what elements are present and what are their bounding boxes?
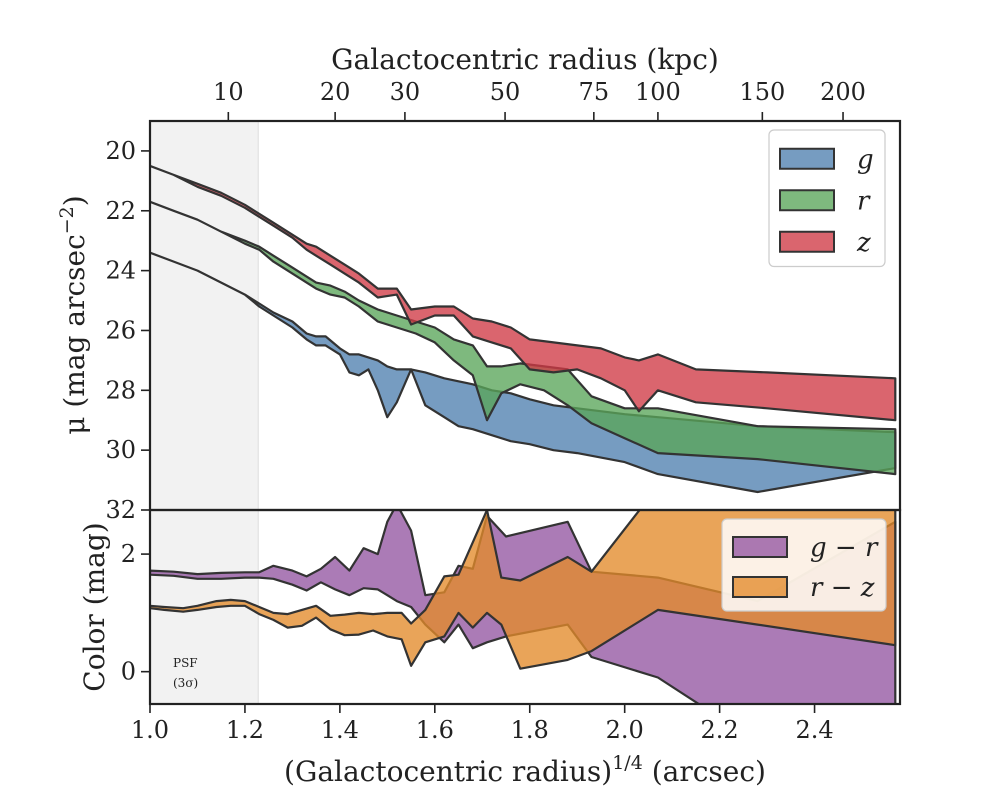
bottom-x-axis-label: (Galactocentric radius)1/4 (arcsec) (284, 752, 766, 788)
top-ytick-label: 28 (105, 376, 136, 404)
bottom-ytick-label: 0 (121, 658, 136, 686)
psf-label-line2: (3σ) (173, 676, 198, 690)
top-ytick-label: 24 (105, 257, 136, 285)
legend-swatch-z (779, 230, 835, 253)
psf-label-line1: PSF (173, 656, 198, 670)
legend-swatch-r-z (732, 576, 788, 598)
psf-region-top (150, 121, 259, 510)
xtick-label: 2.0 (606, 716, 644, 744)
top-ytick-label: 30 (105, 436, 136, 464)
bottom-x-axis-label-main: (Galactocentric radius) (284, 755, 612, 788)
top-y-axis-label-end: ) (58, 195, 91, 206)
top-y-axis-label-sup: −2 (56, 206, 78, 234)
band-r (150, 200, 897, 476)
top-ytick-label: 22 (105, 197, 136, 225)
top-ytick-label: 20 (105, 137, 136, 165)
xtick-label: 2.4 (795, 716, 833, 744)
bottom-x-axis-label-sup: 1/4 (612, 752, 643, 774)
xtick-label: 1.4 (321, 716, 359, 744)
top-axis-label: Galactocentric radius (kpc) (331, 43, 719, 76)
axis-ticks: 20 22 24 26 28 30 32 0 2 1.0 1.2 1.4 1.6 1.8 2.0 2.2 2.4… (105, 78, 865, 744)
xtick-label: 1.2 (226, 716, 264, 744)
bottom-y-axis-label: Color (mag) (78, 522, 111, 691)
top-axis-tick-label: 200 (820, 78, 866, 106)
legend-label-r: r (857, 186, 871, 216)
xtick-label: 1.8 (511, 716, 549, 744)
top-axis-tick-label: 30 (390, 78, 421, 106)
legend-label-r-z: r − z (810, 573, 875, 603)
top-y-axis-label-main: μ (mag arcsec (58, 234, 91, 434)
top-axis-tick-label: 10 (213, 78, 244, 106)
legend-swatch-g (779, 147, 835, 170)
top-ytick-label: 26 (105, 316, 136, 344)
top-y-axis-label: μ (mag arcsec−2) (56, 195, 91, 434)
bottom-ytick-label: 2 (121, 540, 136, 568)
bottom-panel-frame (148, 508, 902, 706)
bottom-panel-bands (150, 510, 897, 704)
legend-top: grz (768, 129, 886, 268)
legend-label-g: g (857, 145, 874, 175)
legend-swatch-g-r (732, 536, 788, 558)
legend-label-z: z (856, 228, 871, 258)
band-z (150, 164, 897, 422)
legend-bottom: g − r r − z (721, 518, 887, 612)
band-r-z (150, 510, 897, 670)
legend-label-g-r: g − r (810, 533, 879, 563)
legend-swatch-r (779, 189, 835, 212)
top-axis-tick-label: 20 (320, 78, 351, 106)
bottom-x-axis-label-end: (arcsec) (643, 755, 766, 788)
top-axis-tick-label: 75 (579, 78, 610, 106)
top-panel-bands (150, 164, 897, 494)
top-axis-tick-label: 150 (739, 78, 785, 106)
xtick-label: 2.2 (701, 716, 739, 744)
xtick-label: 1.6 (416, 716, 454, 744)
xtick-label: 1.0 (131, 716, 169, 744)
top-axis-tick-label: 100 (635, 78, 681, 106)
top-ytick-label: 32 (105, 496, 136, 524)
top-axis-tick-label: 50 (490, 78, 521, 106)
